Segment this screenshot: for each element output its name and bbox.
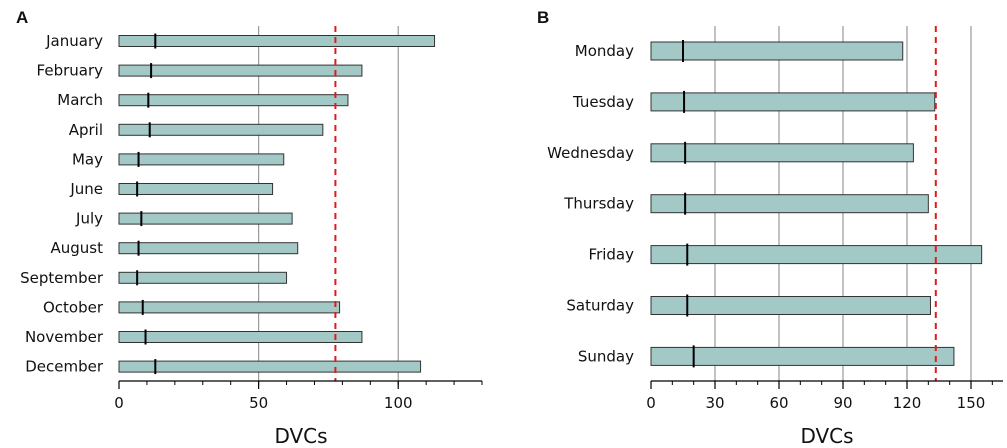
panel-a-bar [118,242,299,255]
panel-a-category-label: January [45,32,103,50]
panel-a-bar [118,153,285,166]
panel-b-tick-label: 60 [769,394,788,412]
panel-a-category-label: July [75,210,103,228]
panel-b-category-label: Wednesday [547,144,634,162]
panel-a-bar [118,94,349,107]
panel-b-letter: B [537,8,549,27]
panel-b-category-label: Monday [575,42,634,60]
panel-a-category-label: December [25,358,104,376]
panel-a-category-label: February [37,62,104,80]
panel-a-bar [118,35,436,47]
panel-a-tick-label: 50 [249,394,268,412]
panel-a-category-label: June [69,180,103,198]
panel-b-bar [650,245,983,265]
panel-b-bar [650,143,914,163]
panel-a-bar [118,212,293,225]
panel-b-x-axis-label: DVCs [800,424,853,448]
panel-a-bar [118,331,363,343]
panel-b-bar [650,346,955,366]
panel-b-tick-label: 30 [705,394,724,412]
panel-a-bar [118,271,288,284]
panel-b-bar [650,41,904,61]
panel-a-x-axis-label: DVCs [274,424,327,448]
panel-a-category-label: May [72,150,103,168]
panel-a-category-label: August [51,239,104,257]
panel-b-bar [650,296,931,315]
panel-a-bar [118,183,274,195]
panel-a-tick-label: 0 [114,394,124,412]
panel-a-bar [118,301,341,314]
panel-a-bar [118,123,324,136]
panel-a-category-label: March [57,91,103,109]
panel-a-bar [118,360,422,373]
panel-b-category-label: Tuesday [572,93,634,111]
panel-b-bar [650,92,936,112]
panel-a-tick-label: 100 [384,394,413,412]
panel-b-tick-label: 0 [646,394,656,412]
panel-b-bar [650,194,929,214]
panel-b-category-label: Friday [589,246,635,264]
panel-b: B DVCs Monday Tuesday Wednesday Thursday Fri… [537,8,1003,448]
panel-a-category-label: November [25,328,104,346]
panel-a-bar [118,64,363,77]
panel-a-category-label: September [20,269,104,287]
panel-a-letter: A [16,8,28,27]
panel-b-tick-label: 90 [833,394,852,412]
panel-b-tick-label: 150 [957,394,986,412]
panel-b-category-label: Thursday [563,195,634,213]
panel-a: A DVCs January February March April May June J… [16,8,483,448]
panel-b-category-label: Saturday [566,297,634,315]
panel-a-category-label: October [43,298,104,316]
panel-b-category-label: Sunday [578,347,634,365]
panel-b-tick-label: 120 [893,394,922,412]
panel-a-category-label: April [69,121,103,139]
